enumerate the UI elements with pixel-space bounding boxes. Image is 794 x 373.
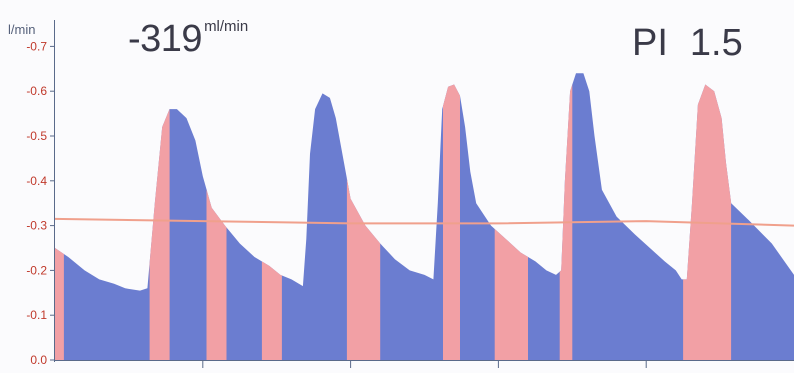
pink-band <box>443 73 460 360</box>
pink-band <box>559 73 573 360</box>
pi-value: 1.5 <box>689 22 743 64</box>
mean-flow-line <box>54 217 794 227</box>
y-tick-label: 0.0 <box>30 353 47 367</box>
pink-band <box>683 73 732 360</box>
y-tick-label: -0.1 <box>26 308 47 322</box>
pink-band <box>206 73 227 360</box>
flow-unit: ml/min <box>204 18 249 36</box>
y-tick-label: -0.7 <box>26 39 47 53</box>
y-tick-label: -0.3 <box>26 219 47 233</box>
pink-band <box>346 73 381 360</box>
pi-label: PI <box>632 22 668 64</box>
spectral-envelope <box>55 73 794 361</box>
y-tick-label: -0.4 <box>26 174 47 188</box>
flow-value: -319 <box>128 18 203 60</box>
y-tick-label: -0.2 <box>26 263 47 277</box>
pink-band <box>494 73 528 360</box>
pink-band <box>149 73 170 360</box>
y-tick-label: -0.6 <box>26 84 47 98</box>
pulsatility-index-readout: PI 1.5 <box>632 22 743 65</box>
flow-readout: -319 ml/min <box>128 18 248 61</box>
y-axis-unit-label: l/min <box>8 22 36 37</box>
y-tick-label: -0.5 <box>26 129 47 143</box>
pink-band <box>55 73 64 360</box>
pink-band <box>261 73 282 360</box>
